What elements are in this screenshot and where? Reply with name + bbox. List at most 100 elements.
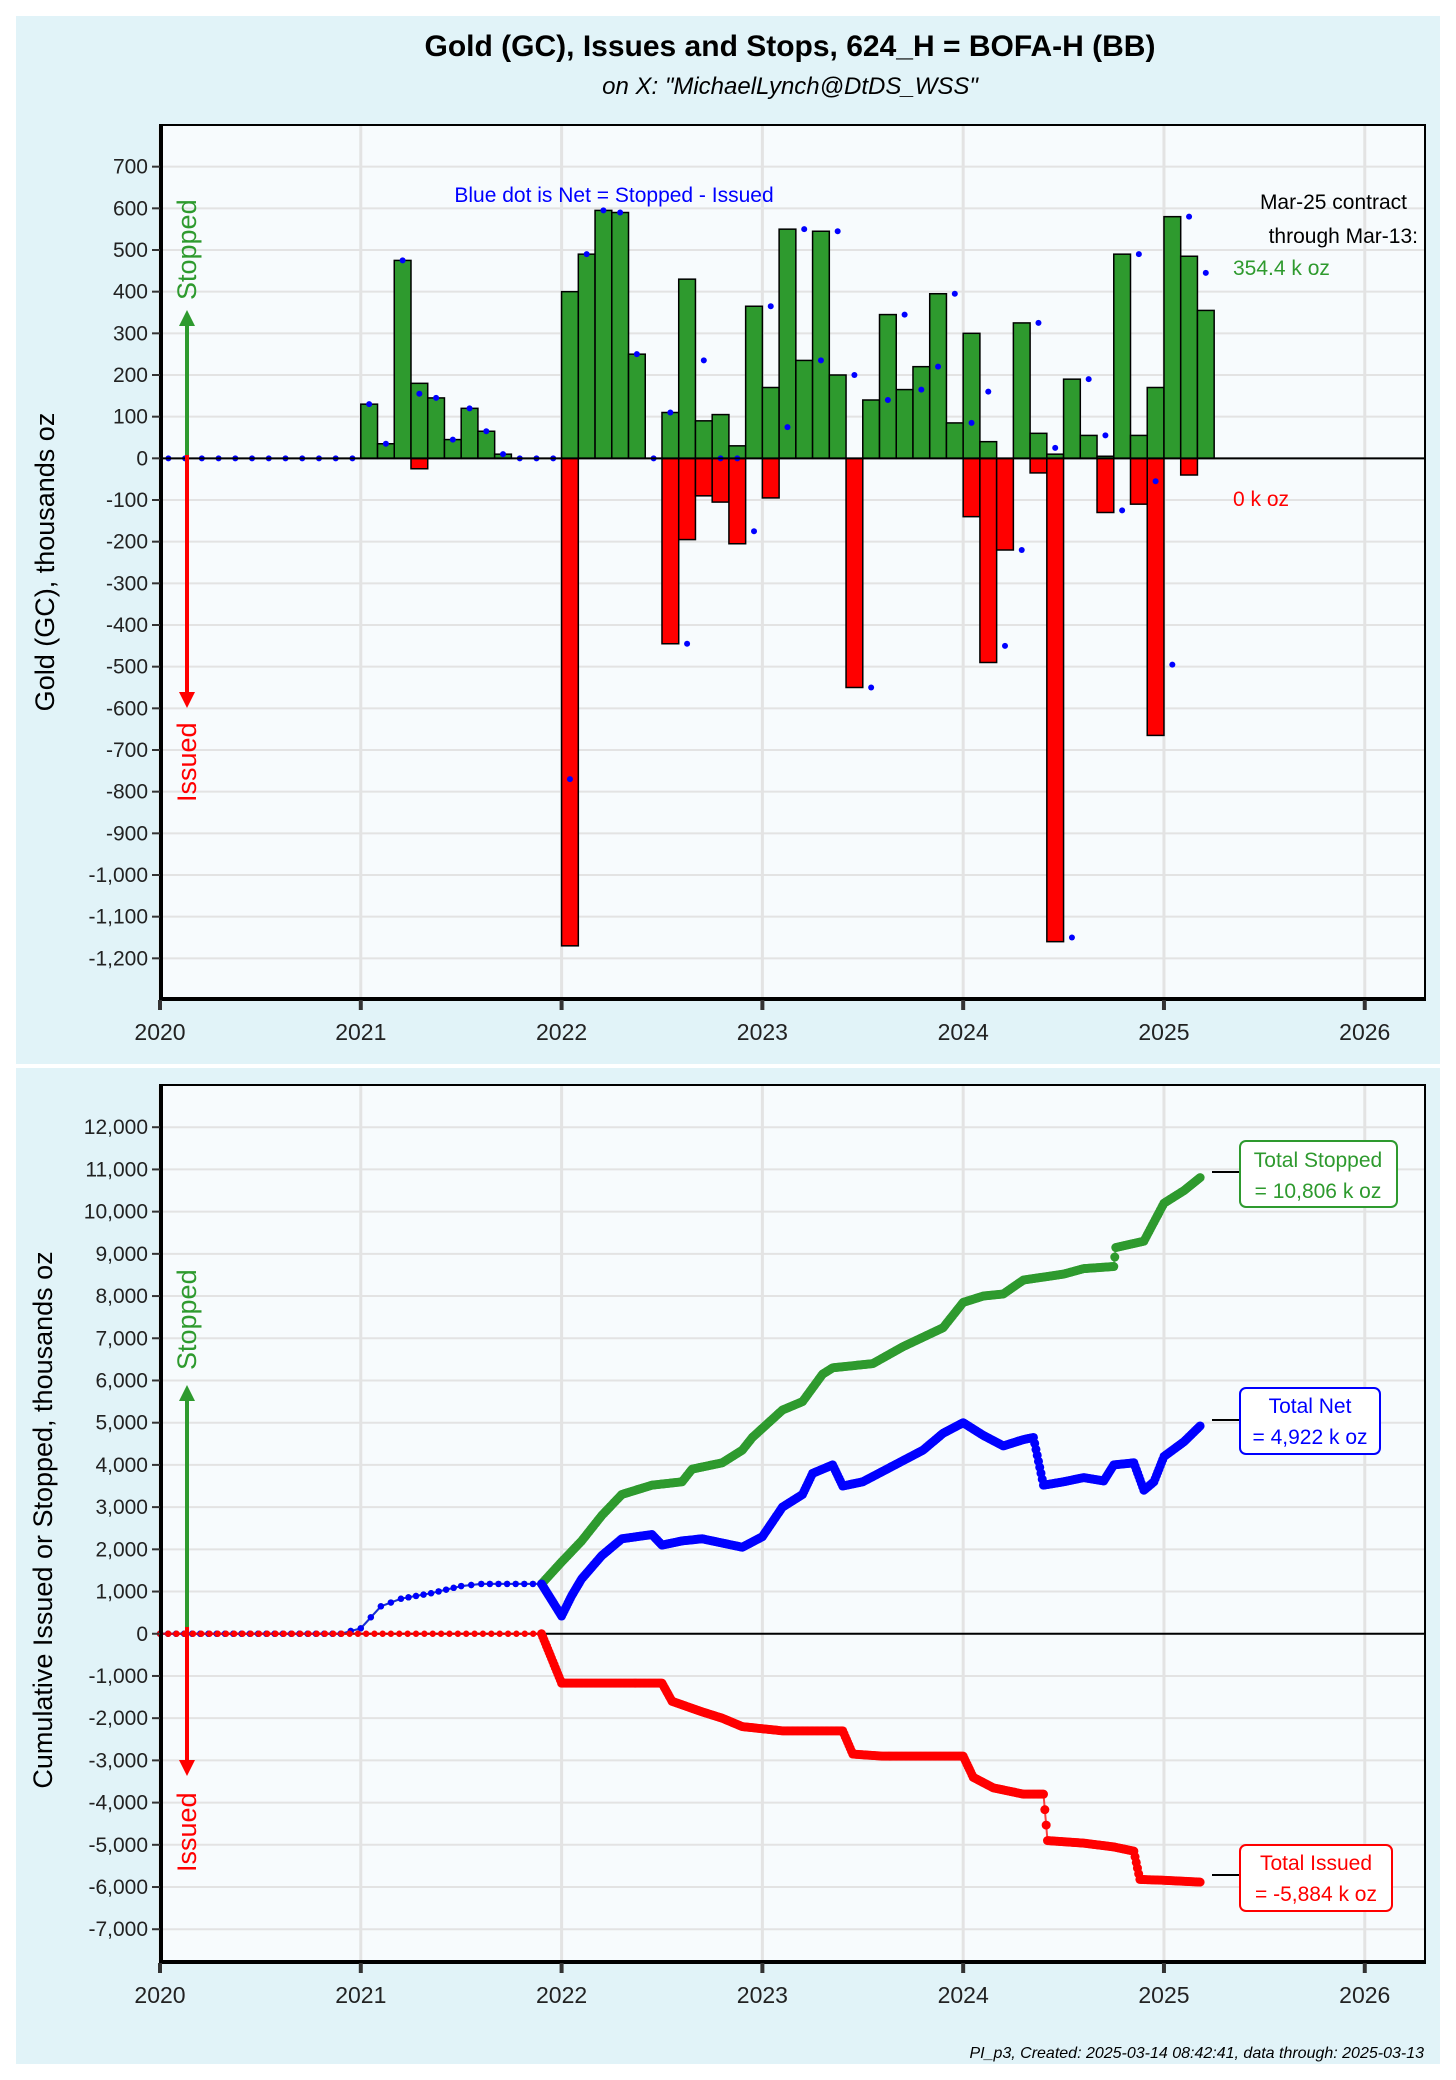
stopped-bar xyxy=(1196,309,1215,460)
net-dot xyxy=(985,388,992,395)
issued-cumulative-point xyxy=(362,1630,370,1637)
issued-cumulative-point xyxy=(1038,1789,1048,1799)
top-x-ticks: 2020 2021 2022 2023 2024 2025 2026 xyxy=(134,1000,1390,1045)
top-y-ticks: 700 600 500 400 300 200 100 0 -100 -200 -300 -400 -5… xyxy=(88,156,160,970)
issued-bar xyxy=(728,457,747,545)
issued-bar xyxy=(560,457,580,947)
issued-cumulative-point xyxy=(222,1630,230,1637)
stopped-bar xyxy=(1012,322,1031,460)
issued-cumulative-point xyxy=(504,1630,512,1637)
issued-cumulative-point xyxy=(1041,1820,1051,1830)
issued-cumulative-point xyxy=(404,1630,411,1637)
issued-bar xyxy=(995,457,1015,551)
net-dot xyxy=(968,419,975,426)
issued-cumulative-point xyxy=(488,1630,495,1637)
net-cumulative-point xyxy=(486,1580,494,1588)
net-dot xyxy=(834,228,841,235)
stopped-bar xyxy=(979,440,998,460)
net-cumulative-point xyxy=(435,1588,442,1595)
stopped-bar xyxy=(1163,215,1182,460)
net-cumulative-point xyxy=(357,1625,364,1632)
issued-bar xyxy=(1096,457,1115,514)
issued-cumulative-point xyxy=(429,1630,436,1637)
net-callout-line2: = 4,922 k oz xyxy=(1253,1426,1368,1449)
net-cumulative-point xyxy=(503,1580,511,1588)
y-tick-label: -800 xyxy=(106,781,148,804)
x-tick-label: 2020 xyxy=(134,1982,185,2008)
issued-cumulative-point xyxy=(264,1630,271,1637)
footer-note: PI_p3, Created: 2025-03-14 08:42:41, dat… xyxy=(969,2045,1424,2062)
y-tick-label: -500 xyxy=(106,656,148,679)
y-tick-label: -7,000 xyxy=(88,1918,148,1941)
issued-bar xyxy=(694,457,713,497)
y-tick-label: 700 xyxy=(113,156,148,179)
net-dot xyxy=(784,424,791,431)
top-net-dots xyxy=(165,207,1209,941)
bottom-issued-label: Issued xyxy=(172,1792,202,1872)
issued-bar xyxy=(1046,457,1065,943)
net-cumulative-point xyxy=(521,1580,528,1588)
stopped-bar xyxy=(744,305,764,460)
issued-cumulative-point xyxy=(421,1630,428,1637)
x-tick-label: 2024 xyxy=(938,1019,989,1045)
y-tick-label: 12,000 xyxy=(84,1116,148,1139)
net-dot xyxy=(1018,547,1025,553)
net-dot xyxy=(1119,507,1126,514)
top-stopped-label: Stopped xyxy=(172,199,202,300)
y-tick-label: -300 xyxy=(106,572,148,595)
net-note: Blue dot is Net = Stopped - Issued xyxy=(454,184,773,207)
stopped-bar xyxy=(862,399,881,460)
net-dot xyxy=(1085,376,1092,383)
bottom-series xyxy=(156,1173,1205,1887)
stopped-bar xyxy=(1062,378,1082,460)
x-tick-label: 2025 xyxy=(1138,1982,1189,2008)
stopped-bar xyxy=(962,332,981,460)
issued-bar xyxy=(962,457,981,518)
issued-cumulative-point xyxy=(387,1630,395,1637)
issued-cumulative-point xyxy=(239,1630,246,1637)
y-tick-label: 100 xyxy=(113,406,148,429)
issued-cumulative-point xyxy=(463,1630,470,1637)
issued-cumulative-point xyxy=(280,1630,287,1637)
stopped-bar xyxy=(577,253,596,460)
x-tick-label: 2020 xyxy=(134,1019,185,1045)
stopped-bar xyxy=(1113,253,1132,460)
y-tick-label: 3,000 xyxy=(95,1496,148,1519)
stopped-bar xyxy=(477,430,496,460)
stopped-callout-line1: Total Stopped xyxy=(1254,1149,1382,1172)
stopped-bar xyxy=(560,290,580,460)
stopped-callout-box xyxy=(1239,1140,1398,1208)
stopped-bar xyxy=(393,259,412,460)
net-cumulative-point xyxy=(367,1614,375,1621)
issued-cumulative-point xyxy=(231,1630,238,1637)
net-cumulative-point xyxy=(450,1584,457,1592)
stopped-bar xyxy=(611,211,630,460)
stopped-bar xyxy=(795,359,814,460)
stopped-callout-line2: = 10,806 k oz xyxy=(1255,1180,1382,1203)
issued-cumulative-point xyxy=(379,1630,386,1637)
net-dot xyxy=(600,207,607,214)
issued-bar xyxy=(979,457,998,664)
bottom-y-axis-label: Cumulative Issued or Stopped, thousands … xyxy=(28,1251,58,1788)
issued-cumulative-point xyxy=(396,1630,403,1637)
net-cumulative-point xyxy=(412,1592,420,1600)
stopped-bar xyxy=(811,230,831,460)
issued-bar xyxy=(845,457,864,689)
stopped-bar xyxy=(928,293,948,460)
issued-cumulative-point xyxy=(296,1630,304,1637)
issued-cumulative-point xyxy=(214,1630,221,1637)
issued-cumulative-point xyxy=(206,1630,213,1637)
net-callout-box xyxy=(1239,1387,1381,1455)
stopped-bar xyxy=(912,365,931,460)
y-tick-label: -6,000 xyxy=(88,1876,148,1899)
stopped-bar xyxy=(1079,434,1098,460)
issued-cumulative-point xyxy=(1040,1805,1050,1815)
issued-cumulative-point xyxy=(354,1630,362,1637)
y-tick-label: -5,000 xyxy=(88,1834,148,1857)
net-cumulative-point xyxy=(387,1599,395,1606)
y-tick-label: 4,000 xyxy=(95,1454,148,1477)
y-tick-label: -700 xyxy=(106,739,148,762)
y-tick-label: -1,000 xyxy=(88,864,148,887)
net-dot xyxy=(1202,269,1209,276)
y-tick-label: -1,100 xyxy=(88,906,148,929)
